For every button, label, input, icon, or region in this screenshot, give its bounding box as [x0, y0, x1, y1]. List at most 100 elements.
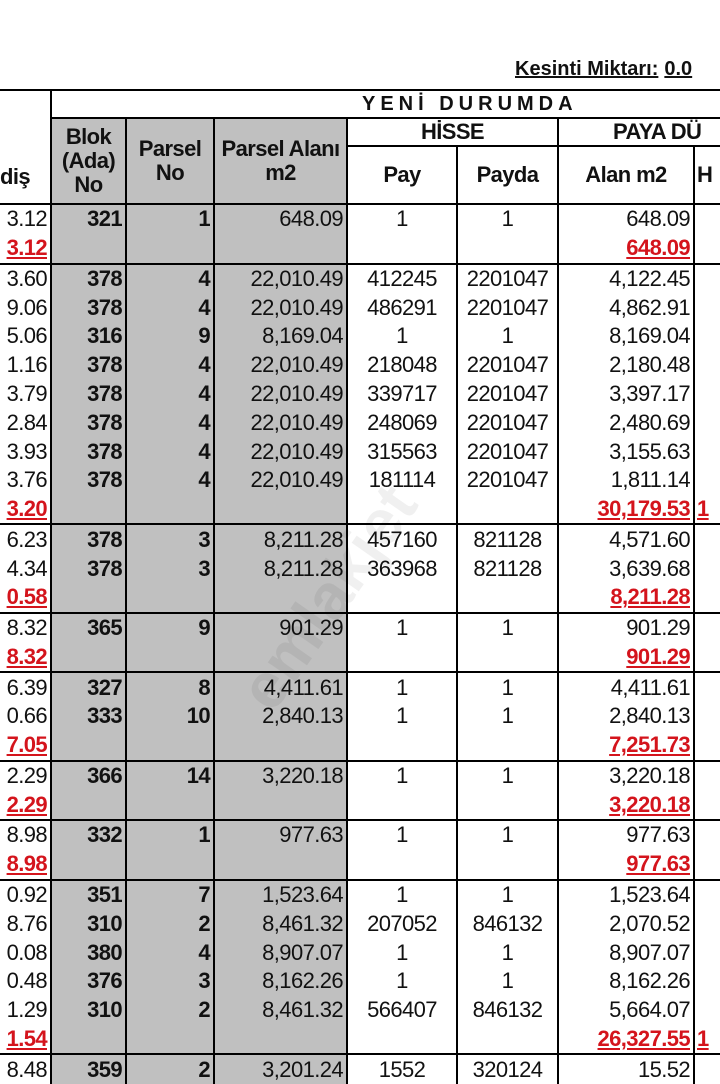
cell-alan: 15.52 [557, 1054, 695, 1084]
cell-blok [50, 730, 127, 762]
cell-pay [346, 494, 458, 526]
header-h: H [692, 145, 720, 205]
cell-pa: 8,162.26 [213, 966, 348, 996]
cell-pa: 648.09 [213, 204, 348, 234]
cell-blok: 351 [50, 879, 127, 910]
cell-pa: 8,211.28 [213, 524, 348, 555]
cell-pay: 339717 [346, 379, 458, 409]
total-row: 1.54 26,327.55 1 [0, 1024, 720, 1056]
cell-c0: 0.48 [0, 966, 52, 996]
cell-pay: 181114 [346, 465, 458, 495]
cell-alan: 3,220.18 [557, 790, 695, 822]
table-row: 8.76 310 2 8,461.32 207052 846132 2,070.52 [0, 909, 720, 939]
cell-h [692, 1054, 720, 1084]
cell-pa: 3,201.24 [213, 1054, 348, 1084]
cell-payda: 1 [456, 760, 559, 791]
cell-h [692, 322, 720, 351]
cell-payda: 1 [456, 612, 559, 643]
cell-pay: 1 [346, 760, 458, 791]
table-row: 4.34 378 3 8,211.28 363968 821128 3,639.68 [0, 554, 720, 583]
cell-no: 4 [125, 408, 215, 438]
cell-no: 14 [125, 760, 215, 791]
cell-blok [50, 582, 127, 614]
cell-payda: 2201047 [456, 408, 559, 438]
cell-h [692, 582, 720, 614]
cell-alan: 4,122.45 [557, 263, 695, 294]
cell-h [692, 995, 720, 1025]
cell-pa [213, 790, 348, 822]
cell-alan: 7,251.73 [557, 730, 695, 762]
cell-no: 3 [125, 524, 215, 555]
cell-c0: 3.60 [0, 263, 52, 294]
cell-alan: 3,220.18 [557, 760, 695, 791]
table-row: 3.60 378 4 22,010.49 412245 2201047 4,122.45 [0, 263, 720, 294]
cell-h [692, 465, 720, 495]
kesinti-label: Kesinti Miktarı: [515, 58, 659, 80]
cell-h [692, 293, 720, 323]
cell-h [692, 790, 720, 822]
total-row: 7.05 7,251.73 [0, 730, 720, 762]
cell-c0: 0.08 [0, 938, 52, 967]
cell-payda: 2201047 [456, 465, 559, 495]
cell-pa: 2,840.13 [213, 702, 348, 731]
cell-pay: 1 [346, 322, 458, 351]
cell-pay: 315563 [346, 437, 458, 466]
cell-h [692, 233, 720, 265]
cell-h [692, 642, 720, 674]
cell-pa: 22,010.49 [213, 408, 348, 438]
cell-alan: 5,664.07 [557, 995, 695, 1025]
cell-c0: 8.32 [0, 612, 52, 643]
cell-h [692, 350, 720, 380]
cell-c0: 5.06 [0, 322, 52, 351]
cell-pay: 1552 [346, 1054, 458, 1084]
cell-pay: 1 [346, 702, 458, 731]
cell-payda [456, 1024, 559, 1056]
cell-pa [213, 849, 348, 881]
cell-alan: 977.63 [557, 849, 695, 881]
header-alan: Alan m2 [557, 145, 695, 205]
cell-no: 4 [125, 263, 215, 294]
cell-pay [346, 1024, 458, 1056]
cell-payda: 2201047 [456, 293, 559, 323]
cell-pa: 22,010.49 [213, 350, 348, 380]
cell-pay [346, 790, 458, 822]
cell-payda [456, 642, 559, 674]
cell-h [692, 379, 720, 409]
cell-pay: 218048 [346, 350, 458, 380]
cell-blok: 380 [50, 938, 127, 967]
cell-no: 4 [125, 938, 215, 967]
cell-blok: 378 [50, 379, 127, 409]
cell-no [125, 849, 215, 881]
cell-pa: 3,220.18 [213, 760, 348, 791]
cell-alan: 977.63 [557, 820, 695, 850]
cell-alan: 1,811.14 [557, 465, 695, 495]
header-parsel-no: Parsel No [125, 117, 215, 205]
cell-payda: 846132 [456, 909, 559, 939]
cell-alan: 26,327.55 [557, 1024, 695, 1056]
cell-payda: 846132 [456, 995, 559, 1025]
cell-pa [213, 1024, 348, 1056]
cell-h: 1 [692, 494, 720, 526]
cell-alan: 1,523.64 [557, 879, 695, 910]
cell-c0: 6.23 [0, 524, 52, 555]
cell-no [125, 730, 215, 762]
cell-payda: 2201047 [456, 437, 559, 466]
cell-pa: 8,461.32 [213, 909, 348, 939]
table-row: 2.29 366 14 3,220.18 1 1 3,220.18 [0, 760, 720, 791]
kesinti-miktari: Kesinti Miktarı: 0.0 [515, 58, 698, 81]
table-row: 1.16 378 4 22,010.49 218048 2201047 2,180.48 [0, 350, 720, 380]
total-row: 3.12 648.09 [0, 233, 720, 265]
cell-alan: 4,571.60 [557, 524, 695, 555]
cell-alan: 3,639.68 [557, 554, 695, 583]
cell-no: 4 [125, 293, 215, 323]
cell-c0: 3.76 [0, 465, 52, 495]
table-row: 3.12 321 1 648.09 1 1 648.09 [0, 204, 720, 234]
cell-pay: 566407 [346, 995, 458, 1025]
cell-pa [213, 642, 348, 674]
cell-no: 9 [125, 612, 215, 643]
cell-blok: 378 [50, 465, 127, 495]
header-pay: Pay [346, 145, 458, 205]
cell-h [692, 730, 720, 762]
cell-h [692, 672, 720, 703]
cell-no: 3 [125, 554, 215, 583]
